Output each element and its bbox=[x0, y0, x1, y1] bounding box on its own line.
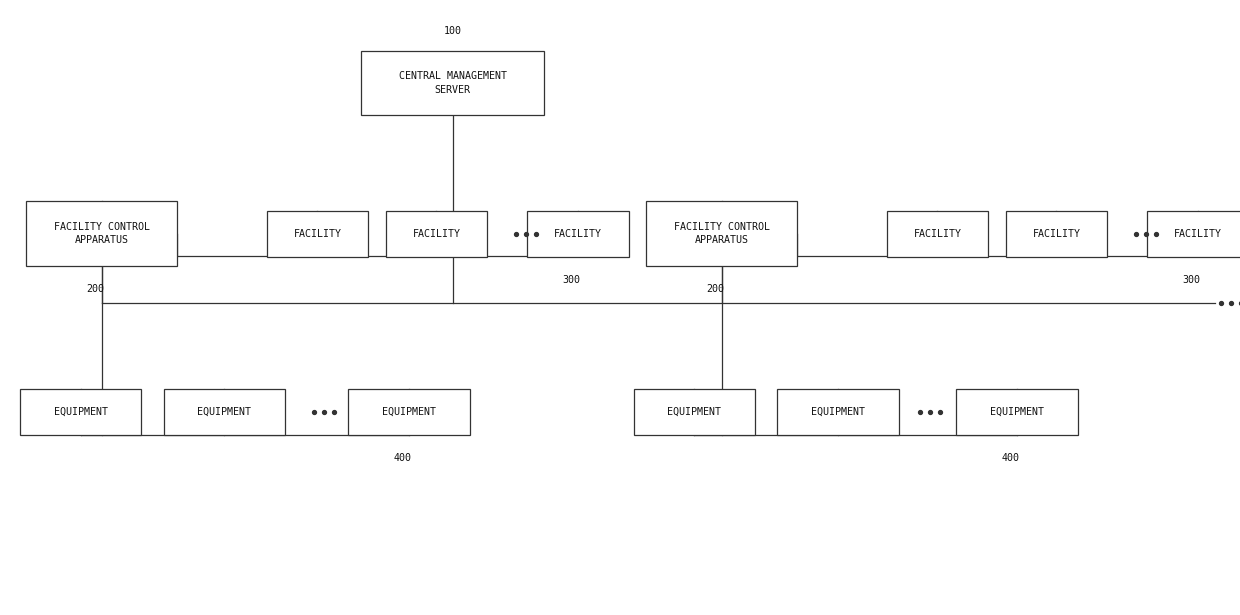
Text: FACILITY: FACILITY bbox=[554, 229, 601, 239]
FancyBboxPatch shape bbox=[26, 202, 177, 266]
Text: 400: 400 bbox=[1002, 453, 1019, 464]
Text: EQUIPMENT: EQUIPMENT bbox=[990, 407, 1044, 417]
Text: 200: 200 bbox=[707, 284, 724, 295]
Text: CENTRAL MANAGEMENT
SERVER: CENTRAL MANAGEMENT SERVER bbox=[398, 71, 507, 95]
FancyBboxPatch shape bbox=[1006, 210, 1107, 257]
FancyBboxPatch shape bbox=[361, 50, 544, 116]
FancyBboxPatch shape bbox=[20, 389, 141, 435]
FancyBboxPatch shape bbox=[777, 389, 899, 435]
Text: EQUIPMENT: EQUIPMENT bbox=[382, 407, 436, 417]
Text: FACILITY: FACILITY bbox=[413, 229, 460, 239]
Text: FACILITY: FACILITY bbox=[294, 229, 341, 239]
Text: 400: 400 bbox=[394, 453, 412, 464]
FancyBboxPatch shape bbox=[164, 389, 285, 435]
Text: EQUIPMENT: EQUIPMENT bbox=[53, 407, 108, 417]
FancyBboxPatch shape bbox=[1147, 210, 1240, 257]
Text: FACILITY: FACILITY bbox=[914, 229, 961, 239]
Text: EQUIPMENT: EQUIPMENT bbox=[811, 407, 866, 417]
Text: 100: 100 bbox=[444, 26, 461, 36]
Text: FACILITY CONTROL
APPARATUS: FACILITY CONTROL APPARATUS bbox=[673, 222, 770, 245]
FancyBboxPatch shape bbox=[634, 389, 755, 435]
FancyBboxPatch shape bbox=[956, 389, 1078, 435]
FancyBboxPatch shape bbox=[386, 210, 487, 257]
Text: 300: 300 bbox=[1183, 275, 1200, 285]
FancyBboxPatch shape bbox=[527, 210, 629, 257]
FancyBboxPatch shape bbox=[887, 210, 988, 257]
Text: EQUIPMENT: EQUIPMENT bbox=[197, 407, 252, 417]
FancyBboxPatch shape bbox=[267, 210, 368, 257]
Text: FACILITY: FACILITY bbox=[1033, 229, 1080, 239]
FancyBboxPatch shape bbox=[348, 389, 470, 435]
Text: 300: 300 bbox=[563, 275, 580, 285]
FancyBboxPatch shape bbox=[646, 202, 797, 266]
Text: FACILITY: FACILITY bbox=[1174, 229, 1221, 239]
Text: 200: 200 bbox=[87, 284, 104, 295]
Text: FACILITY CONTROL
APPARATUS: FACILITY CONTROL APPARATUS bbox=[53, 222, 150, 245]
Text: EQUIPMENT: EQUIPMENT bbox=[667, 407, 722, 417]
